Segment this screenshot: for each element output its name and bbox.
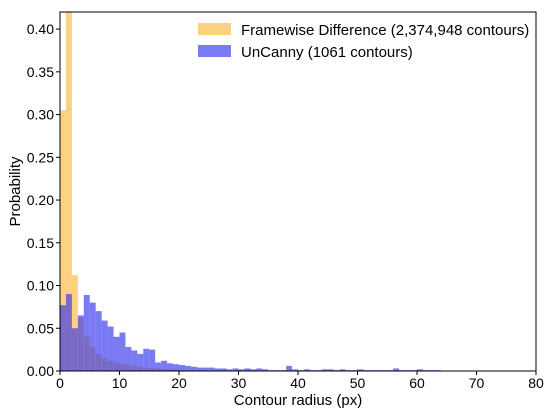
bar-series1-bin38 <box>286 365 293 371</box>
bars-layer <box>60 12 441 371</box>
x-tick-label: 30 <box>231 375 247 391</box>
bar-series1-bin15 <box>149 349 156 371</box>
bar-series1-bin1 <box>65 294 72 371</box>
x-tick-label: 40 <box>290 375 306 391</box>
bar-series1-bin2 <box>71 328 78 371</box>
y-tick-label: 0.20 <box>27 192 54 208</box>
bar-series1-bin24 <box>202 367 209 371</box>
bar-series1-bin31 <box>244 368 251 371</box>
bar-series1-bin26 <box>214 368 221 371</box>
bar-series1-bin44 <box>321 369 328 371</box>
bar-series1-bin50 <box>357 369 364 371</box>
bar-series1-bin32 <box>250 369 257 371</box>
y-tick-label: 0.40 <box>27 21 54 37</box>
x-tick-label: 70 <box>469 375 485 391</box>
y-tick-label: 0.35 <box>27 64 54 80</box>
bar-series1-bin60 <box>417 369 423 371</box>
bar-series1-bin21 <box>184 365 191 371</box>
x-axis-title: Contour radius (px) <box>234 392 362 409</box>
legend-swatch-framewise <box>198 23 231 35</box>
bar-series1-bin29 <box>232 368 239 371</box>
bar-series1-bin34 <box>262 369 269 371</box>
bar-series1-bin6 <box>95 311 102 371</box>
bar-series0-bin1 <box>65 12 72 371</box>
bar-series1-bin30 <box>238 369 245 371</box>
bar-series1-bin12 <box>131 350 138 371</box>
legend-label-uncanny: UnCanny (1061 contours) <box>241 44 413 61</box>
bar-series1-bin13 <box>137 353 144 371</box>
bar-series1-bin27 <box>220 368 227 371</box>
legend-swatch-uncanny <box>198 45 231 57</box>
x-tick-label: 10 <box>112 375 128 391</box>
bar-series1-bin22 <box>190 366 197 371</box>
legend-label-framewise: Framewise Difference (2,374,948 contours… <box>241 22 529 39</box>
legend: Framewise Difference (2,374,948 contours… <box>198 22 529 61</box>
bar-series1-bin14 <box>143 348 150 371</box>
y-tick-label: 0.30 <box>27 107 54 123</box>
bar-series1-bin18 <box>167 363 174 371</box>
y-tick-label: 0.05 <box>27 320 54 336</box>
bar-series1-bin0 <box>60 305 66 371</box>
bar-series1-bin10 <box>119 332 126 371</box>
y-tick-label: 0.10 <box>27 278 54 294</box>
bar-series1-bin8 <box>107 326 114 371</box>
x-tick-label: 20 <box>171 375 187 391</box>
x-tick-label: 80 <box>528 375 544 391</box>
bar-series1-bin11 <box>125 347 132 371</box>
bar-series1-bin56 <box>393 368 400 371</box>
bar-series0-bin2 <box>71 275 78 371</box>
x-tick-label: 50 <box>350 375 366 391</box>
y-tick-label: 0.25 <box>27 149 54 165</box>
bar-series1-bin45 <box>327 369 334 371</box>
x-tick-label: 0 <box>56 375 64 391</box>
axes-layer: 0 10 20 30 40 50 60 70 80 0.00 0.05 0.10 0.15 0.20 0.2… <box>27 21 544 391</box>
bar-series1-bin19 <box>173 364 179 371</box>
plot-frame <box>59 11 537 372</box>
y-tick-label: 0.00 <box>27 363 54 379</box>
bar-series1-bin3 <box>77 315 84 371</box>
bar-series1-bin39 <box>292 369 298 371</box>
bar-series1-bin5 <box>89 302 96 371</box>
y-axis-title: Probability <box>7 156 24 227</box>
bar-series1-bin17 <box>161 360 168 371</box>
bar-series1-bin41 <box>303 369 310 371</box>
bar-series1-bin20 <box>179 365 185 371</box>
bar-series1-bin16 <box>155 362 162 371</box>
y-tick-label: 0.15 <box>27 235 54 251</box>
bar-series1-bin25 <box>208 367 215 371</box>
x-tick-label: 60 <box>409 375 425 391</box>
bar-series1-bin7 <box>101 320 108 371</box>
bar-series1-bin9 <box>113 336 120 371</box>
bar-series0-bin0 <box>60 110 66 371</box>
bar-series1-bin4 <box>83 294 90 371</box>
series-1 <box>60 294 441 371</box>
bar-series1-bin28 <box>226 369 233 371</box>
bar-series1-bin23 <box>196 367 203 371</box>
bar-series1-bin47 <box>339 369 346 371</box>
bar-series1-bin33 <box>256 368 263 371</box>
